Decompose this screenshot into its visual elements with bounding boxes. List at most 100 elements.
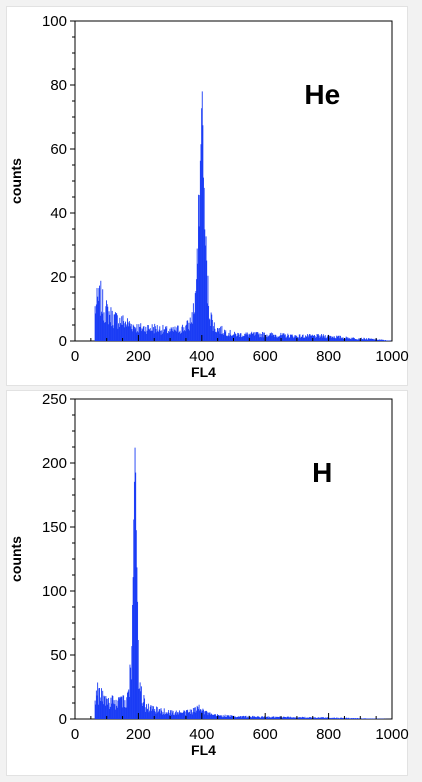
histogram-bar [169,328,171,341]
histogram-bar [310,335,312,341]
histogram-bar [196,710,197,719]
histogram-bar [143,326,145,341]
histogram-bar [121,316,123,341]
histogram-bar [189,317,191,341]
histogram-bar [276,336,278,341]
histogram-bar [331,337,333,341]
histogram-bar [315,337,317,341]
histogram-bar [262,717,264,719]
histogram-bar [104,322,106,341]
histogram-bar [343,338,345,341]
histogram-bar [326,717,327,719]
histogram-bar [308,717,310,719]
histogram-bar [130,324,132,341]
histogram-bar [131,329,133,341]
histogram-bar [134,329,136,341]
histogram-he-chart: 0 200 400 600 800 1000 0 20 40 60 80 100 FL4 counts He [8,13,409,380]
histogram-bar [356,339,358,341]
histogram-bar [237,716,239,719]
histogram-bar [378,339,380,341]
histogram-bar [175,710,177,719]
histogram-bar [370,338,372,341]
histogram-bar [223,334,225,341]
histogram-bar [326,717,328,719]
histogram-panel-he: 0 200 400 600 800 1000 0 20 40 60 80 100 FL4 counts He [6,6,409,386]
histogram-bar [118,697,120,719]
histogram-bar [275,337,277,341]
histogram-bar [139,327,140,341]
histogram-bar [113,328,114,341]
histogram-bar [102,690,104,719]
histogram-bar [246,717,248,719]
histogram-bar [385,340,386,341]
histogram-bar [191,709,192,719]
histogram-bar [213,714,215,719]
histogram-bar [121,707,123,719]
histogram-bar [352,337,354,341]
histogram-bar [345,717,347,719]
histogram-bar [254,332,256,341]
histogram-bar [320,334,322,341]
histogram-bar [273,334,275,341]
histogram-bar [338,335,340,341]
histogram-bar [194,293,196,341]
histogram-bar [247,334,249,341]
histogram-bar [323,336,325,341]
histogram-bar [126,697,128,719]
histogram-bar [290,334,292,341]
histogram-bar [294,335,296,341]
histogram-bar [141,703,143,719]
histogram-bar [114,709,116,719]
histogram-bar [184,330,185,341]
histogram-bar [154,326,156,341]
histogram-bar [151,705,153,719]
histogram-bar [300,717,301,719]
histogram-bar [182,324,184,341]
histogram-bar [293,337,295,341]
histogram-bar [191,312,193,341]
histogram-bar [139,326,141,341]
histogram-bar [279,335,281,341]
histogram-bar [321,717,323,719]
histogram-bar [132,577,134,719]
histogram-bar [208,713,210,719]
histogram-bar [230,716,232,719]
histogram-bar [355,718,357,719]
histogram-bar [220,715,222,719]
histogram-bar [336,718,338,719]
histogram-bar [310,717,312,719]
histogram-bar [206,712,208,719]
histogram-bar [319,335,321,341]
histogram-bar [244,717,246,719]
histogram-bar [301,336,303,341]
histogram-bar [225,330,227,341]
histogram-bar [329,717,331,719]
histogram-bar [282,333,284,341]
histogram-bar [201,108,203,342]
histogram-bar [152,330,154,341]
histogram-bar [157,712,159,719]
histogram-bar [200,144,202,341]
histogram-bar [269,335,270,341]
histogram-bar [276,716,278,719]
histogram-bar [152,327,154,341]
histogram-bar [266,717,268,719]
histogram-bar [165,713,166,719]
histogram-bar [357,339,359,341]
histogram-bar [194,312,196,341]
histogram-bar [272,333,274,341]
histogram-bar [181,326,183,341]
histogram-bar [311,335,313,341]
histogram-bar [231,715,233,719]
histogram-bars [94,91,393,342]
histogram-bar [324,718,326,719]
histogram-bar [297,717,299,719]
histogram-bar [262,337,264,341]
histogram-bar [294,335,296,341]
histogram-bar [227,335,229,341]
histogram-bar [253,716,255,719]
histogram-bar [351,339,353,341]
x-axis-title: FL4 [191,364,216,380]
histogram-bar [244,334,246,341]
x-tick-label: 600 [253,726,278,743]
